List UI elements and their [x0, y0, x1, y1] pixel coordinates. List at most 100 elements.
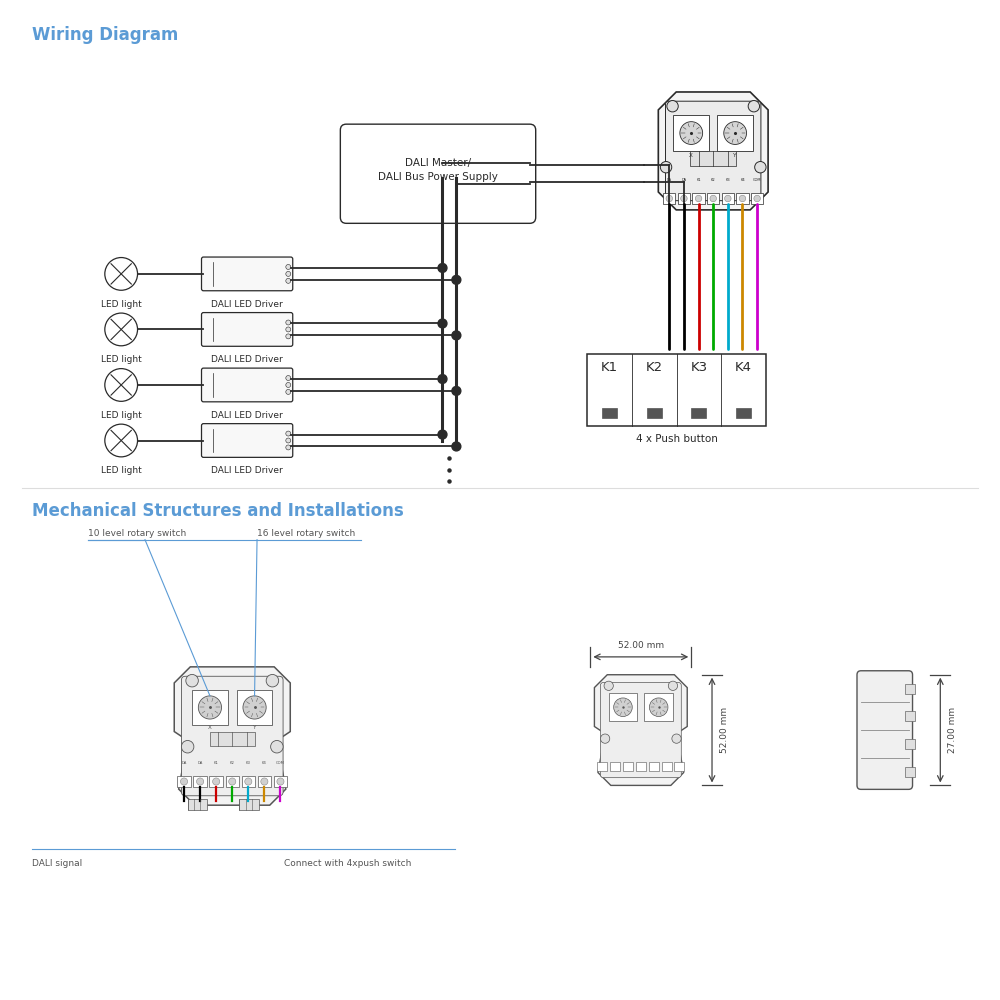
- Circle shape: [614, 698, 632, 717]
- Circle shape: [600, 734, 610, 743]
- Circle shape: [286, 271, 291, 276]
- Circle shape: [739, 195, 746, 202]
- Text: K1: K1: [214, 761, 219, 765]
- Bar: [623, 762, 633, 771]
- Text: 4 x Push button: 4 x Push button: [636, 434, 717, 444]
- Circle shape: [229, 778, 236, 785]
- Text: K4: K4: [740, 178, 745, 182]
- Text: Y: Y: [253, 725, 256, 730]
- Bar: [678, 193, 690, 204]
- Circle shape: [286, 382, 291, 387]
- Bar: [610, 762, 620, 771]
- FancyBboxPatch shape: [202, 313, 293, 346]
- FancyBboxPatch shape: [202, 257, 293, 291]
- Polygon shape: [594, 675, 687, 785]
- FancyBboxPatch shape: [340, 124, 536, 223]
- Text: 10 level rotary switch: 10 level rotary switch: [88, 529, 187, 538]
- Bar: [674, 762, 684, 771]
- Text: X: X: [689, 153, 693, 158]
- Text: LED light: LED light: [101, 300, 142, 309]
- Bar: [663, 193, 675, 204]
- Circle shape: [197, 778, 204, 785]
- Bar: [691, 408, 706, 418]
- Circle shape: [286, 438, 291, 443]
- Circle shape: [213, 778, 220, 785]
- Bar: [662, 762, 672, 771]
- Bar: [673, 115, 709, 151]
- Circle shape: [243, 696, 266, 719]
- Text: K2: K2: [646, 361, 663, 374]
- Bar: [258, 776, 271, 787]
- Circle shape: [724, 122, 747, 144]
- Text: K2: K2: [711, 178, 716, 182]
- Circle shape: [681, 195, 687, 202]
- Bar: [209, 776, 223, 787]
- Bar: [193, 776, 207, 787]
- Polygon shape: [174, 667, 290, 805]
- Circle shape: [105, 313, 138, 346]
- Text: Y: Y: [733, 153, 737, 158]
- Circle shape: [755, 162, 766, 173]
- Bar: [905, 739, 915, 749]
- Circle shape: [180, 778, 188, 785]
- Circle shape: [438, 263, 447, 272]
- Text: Connect with 4xpush switch: Connect with 4xpush switch: [284, 859, 411, 868]
- Text: DALI Master/
DALI Bus Power Supply: DALI Master/ DALI Bus Power Supply: [378, 158, 498, 182]
- Text: X: X: [208, 725, 212, 730]
- Bar: [237, 690, 272, 725]
- Circle shape: [649, 698, 668, 717]
- Circle shape: [695, 195, 702, 202]
- Bar: [239, 799, 259, 810]
- Circle shape: [186, 674, 198, 687]
- Circle shape: [452, 331, 461, 340]
- Text: K2: K2: [230, 761, 235, 765]
- Circle shape: [286, 278, 291, 283]
- Circle shape: [452, 386, 461, 395]
- Circle shape: [286, 445, 291, 450]
- Circle shape: [438, 430, 447, 439]
- Bar: [188, 799, 207, 810]
- Text: LED light: LED light: [101, 466, 142, 475]
- Text: COM: COM: [276, 761, 285, 765]
- Circle shape: [680, 122, 703, 144]
- Text: K1: K1: [696, 178, 701, 182]
- Text: DALI LED Driver: DALI LED Driver: [211, 355, 283, 364]
- Bar: [690, 151, 736, 166]
- FancyBboxPatch shape: [181, 676, 283, 796]
- Text: 52.00 mm: 52.00 mm: [720, 707, 729, 753]
- Text: K1: K1: [601, 361, 618, 374]
- Text: DALI signal: DALI signal: [32, 859, 82, 868]
- Circle shape: [286, 334, 291, 339]
- Circle shape: [438, 319, 447, 328]
- FancyBboxPatch shape: [666, 101, 761, 201]
- Bar: [597, 762, 607, 771]
- Text: DALI LED Driver: DALI LED Driver: [211, 466, 283, 475]
- Circle shape: [105, 258, 138, 290]
- Bar: [736, 193, 749, 204]
- Text: 16 level rotary switch: 16 level rotary switch: [257, 529, 355, 538]
- FancyBboxPatch shape: [857, 671, 913, 789]
- Text: K4: K4: [735, 361, 752, 374]
- Circle shape: [286, 320, 291, 325]
- Circle shape: [452, 442, 461, 451]
- Text: DALI LED Driver: DALI LED Driver: [211, 300, 283, 309]
- Bar: [692, 193, 705, 204]
- Bar: [644, 693, 673, 721]
- Text: LED light: LED light: [101, 411, 142, 420]
- Text: K3: K3: [246, 761, 251, 765]
- Bar: [242, 776, 255, 787]
- FancyBboxPatch shape: [600, 682, 681, 778]
- Text: 52.00 mm: 52.00 mm: [618, 641, 664, 650]
- Circle shape: [198, 696, 222, 719]
- Circle shape: [286, 431, 291, 436]
- Circle shape: [266, 674, 279, 687]
- Bar: [602, 408, 617, 418]
- FancyBboxPatch shape: [587, 354, 766, 426]
- Bar: [722, 193, 734, 204]
- Circle shape: [604, 681, 613, 690]
- Bar: [905, 767, 915, 777]
- Bar: [736, 408, 751, 418]
- FancyBboxPatch shape: [202, 368, 293, 402]
- Circle shape: [710, 195, 716, 202]
- Circle shape: [725, 195, 731, 202]
